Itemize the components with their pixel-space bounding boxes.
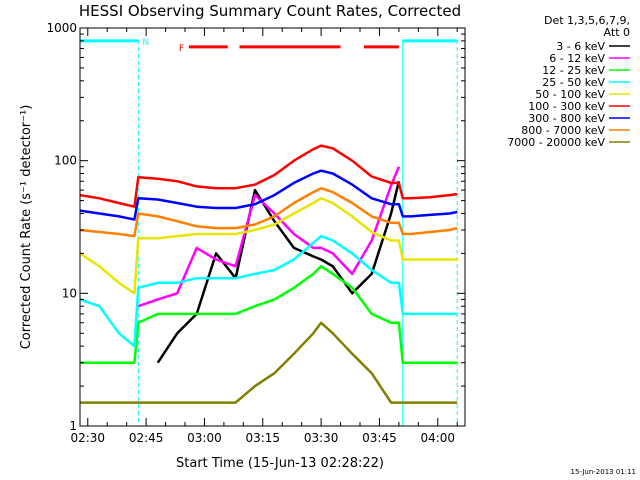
legend-label: 300 - 800 keV xyxy=(528,112,605,125)
legend-label: 800 - 7000 keV xyxy=(521,124,605,137)
footer-timestamp: 15-Jun-2013 01:11 xyxy=(571,468,637,476)
x-tick-label: 03:45 xyxy=(362,431,397,445)
series-line xyxy=(79,169,458,221)
series-line xyxy=(79,197,458,295)
series-line xyxy=(80,265,458,364)
legend-label: 25 - 50 keV xyxy=(542,76,605,89)
legend-header-line1: Det 1,3,5,6,7,9, xyxy=(544,14,630,27)
legend-header-line2: Att 0 xyxy=(604,26,630,39)
y-tick-label: 100 xyxy=(54,154,77,168)
legend-label: 50 - 100 keV xyxy=(535,88,605,101)
series-line xyxy=(156,180,401,364)
y-tick-label: 1 xyxy=(69,419,77,433)
series-line xyxy=(79,144,458,208)
x-axis-label: Start Time (15-Jun-13 02:28:22) xyxy=(176,456,384,471)
legend-label: 3 - 6 keV xyxy=(556,40,605,53)
x-tick-label: 04:00 xyxy=(420,431,455,445)
flag-label: N xyxy=(142,38,149,48)
legend-label: 7000 - 20000 keV xyxy=(507,136,605,149)
y-tick-label: 10 xyxy=(62,286,77,300)
x-tick-label: 03:00 xyxy=(187,431,222,445)
x-tick-label: 02:30 xyxy=(70,431,105,445)
x-tick-label: 03:30 xyxy=(304,431,339,445)
y-tick-label: 1000 xyxy=(46,21,77,35)
series-layer xyxy=(79,40,458,426)
legend-label: 6 - 12 keV xyxy=(549,52,605,65)
legend-label: 100 - 300 keV xyxy=(528,100,605,113)
legend-label: 12 - 25 keV xyxy=(542,64,605,77)
y-axis-label: Corrected Count Rate (s⁻¹ detector⁻¹) xyxy=(19,105,34,350)
axes: 1 10 100 1000 02:30 02:45 03:00 03:15 03:30 03:45… xyxy=(46,21,466,445)
chart-title: HESSI Observing Summary Count Rates, Cor… xyxy=(79,2,461,20)
flag-layer: NF xyxy=(80,38,458,54)
series-line xyxy=(137,166,401,308)
flag-label: F xyxy=(179,44,184,54)
series-line xyxy=(79,234,458,348)
series-line xyxy=(79,186,458,238)
plot-frame xyxy=(79,27,466,427)
series-line xyxy=(80,321,458,404)
x-tick-label: 02:45 xyxy=(129,431,164,445)
x-tick-label: 03:15 xyxy=(245,431,280,445)
